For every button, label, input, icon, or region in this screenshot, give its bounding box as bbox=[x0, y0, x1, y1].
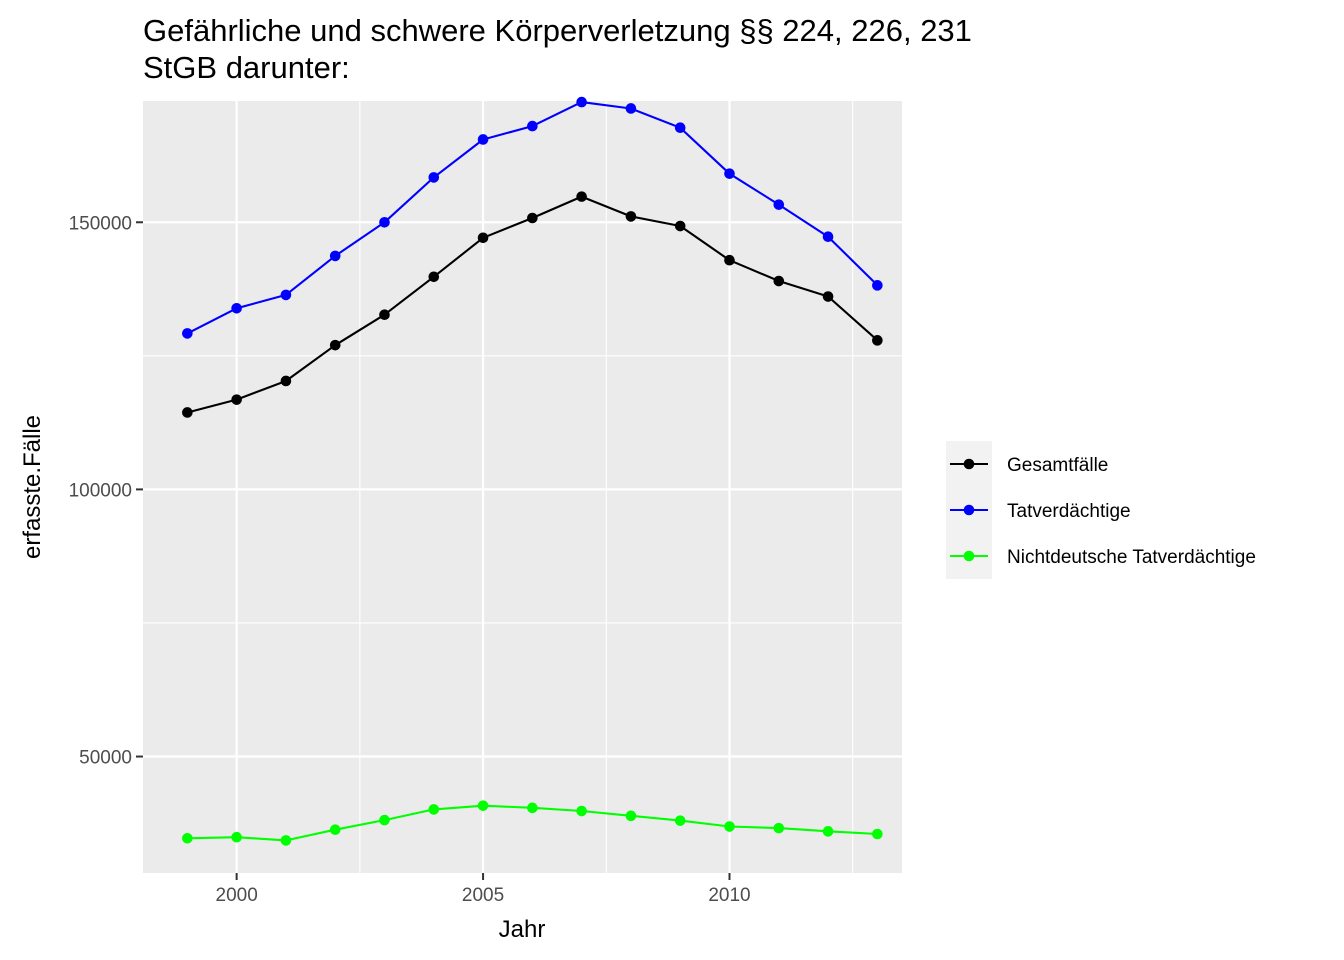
series-layer bbox=[182, 96, 883, 846]
data-point bbox=[428, 172, 440, 183]
data-point bbox=[527, 212, 538, 224]
data-point bbox=[329, 250, 341, 262]
x-tick-label: 2005 bbox=[462, 885, 504, 906]
series-group bbox=[182, 191, 883, 418]
data-point bbox=[674, 220, 686, 232]
data-point bbox=[329, 339, 341, 351]
y-tick-label: 50000 bbox=[79, 748, 132, 769]
series-group bbox=[182, 96, 883, 339]
data-point bbox=[773, 199, 785, 210]
series-group bbox=[182, 800, 883, 846]
y-axis: 50000 100000 150000 bbox=[69, 213, 143, 769]
grid-minor bbox=[143, 101, 902, 873]
chart-title: Gefährliche und schwere Körperverletzung… bbox=[143, 13, 972, 85]
data-point bbox=[477, 232, 489, 244]
data-point bbox=[872, 828, 883, 840]
data-point bbox=[822, 826, 834, 837]
data-point bbox=[231, 394, 242, 405]
data-point bbox=[379, 216, 390, 228]
x-tick-label: 2010 bbox=[708, 885, 750, 906]
data-point bbox=[576, 805, 587, 817]
legend-item: Tatverdächtige bbox=[946, 487, 1131, 533]
data-point bbox=[724, 168, 735, 179]
data-point bbox=[379, 814, 390, 826]
data-point bbox=[231, 302, 242, 314]
data-point bbox=[527, 120, 538, 132]
data-point bbox=[477, 800, 489, 811]
data-point bbox=[428, 804, 440, 815]
legend-label: Nichtdeutsche Tatverdächtige bbox=[1007, 547, 1256, 568]
legend-key-point bbox=[963, 550, 975, 562]
data-point bbox=[231, 831, 242, 843]
data-point bbox=[773, 822, 785, 834]
data-point bbox=[576, 191, 587, 202]
plot-panel bbox=[143, 101, 902, 873]
legend-key-point bbox=[963, 458, 975, 470]
data-point bbox=[872, 335, 883, 346]
chart-title-line-1: Gefährliche und schwere Körperverletzung… bbox=[143, 13, 972, 48]
data-point bbox=[625, 103, 637, 114]
data-point bbox=[625, 810, 637, 822]
data-point bbox=[527, 802, 538, 814]
data-point bbox=[280, 835, 292, 846]
data-point bbox=[280, 289, 292, 301]
data-point bbox=[280, 375, 292, 387]
legend-label: Gesamtfälle bbox=[1007, 455, 1108, 476]
data-point bbox=[822, 231, 834, 243]
x-axis: 2000 2005 2010 bbox=[216, 873, 751, 906]
y-axis-title: erfasste.Fälle bbox=[19, 415, 46, 559]
data-point bbox=[872, 280, 883, 291]
data-point bbox=[477, 134, 489, 145]
data-point bbox=[379, 309, 390, 321]
data-point bbox=[182, 407, 193, 418]
legend-item: Nichtdeutsche Tatverdächtige bbox=[946, 533, 1256, 579]
legend-item: Gesamtfälle bbox=[946, 441, 1108, 487]
legend-label: Tatverdächtige bbox=[1007, 501, 1131, 522]
data-point bbox=[576, 96, 587, 108]
data-point bbox=[329, 824, 341, 836]
data-point bbox=[182, 832, 193, 844]
x-axis-title: Jahr bbox=[499, 916, 546, 943]
data-point bbox=[182, 328, 193, 339]
data-point bbox=[674, 815, 686, 826]
data-point bbox=[724, 254, 735, 266]
data-point bbox=[822, 291, 834, 302]
data-point bbox=[773, 275, 785, 287]
data-point bbox=[428, 271, 440, 283]
data-point bbox=[625, 211, 637, 222]
data-point bbox=[674, 122, 686, 134]
legend: Gesamtfälle Tatverdächtige Nichtdeutsche T… bbox=[946, 441, 1256, 579]
y-tick-label: 150000 bbox=[69, 213, 132, 234]
x-tick-label: 2000 bbox=[216, 885, 258, 906]
data-point bbox=[724, 821, 735, 832]
legend-key-point bbox=[963, 504, 975, 516]
y-tick-label: 100000 bbox=[69, 480, 132, 501]
chart-title-line-2: StGB darunter: bbox=[143, 50, 350, 85]
